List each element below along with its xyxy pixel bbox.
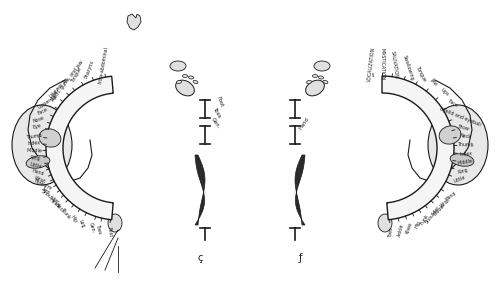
Text: Face: Face — [448, 98, 459, 109]
Text: Nose: Nose — [32, 115, 46, 124]
Text: Elbow: Elbow — [432, 202, 446, 216]
Ellipse shape — [306, 80, 324, 96]
Ellipse shape — [193, 80, 198, 84]
Ellipse shape — [26, 156, 50, 168]
Text: Foot: Foot — [106, 226, 112, 237]
Text: Middle: Middle — [456, 159, 473, 166]
Polygon shape — [46, 76, 113, 220]
Ellipse shape — [108, 214, 122, 232]
Text: Teeth, gums, and jaw: Teeth, gums, and jaw — [50, 59, 84, 103]
Text: Trunk: Trunk — [420, 213, 430, 227]
Text: Hand: Hand — [298, 116, 310, 131]
Text: Brow: Brow — [457, 124, 470, 131]
Text: Tongue: Tongue — [71, 66, 84, 83]
Text: Thumb: Thumb — [26, 133, 44, 140]
Text: VOCALIZATION: VOCALIZATION — [367, 47, 376, 82]
Text: Lips: Lips — [440, 87, 450, 97]
Polygon shape — [382, 76, 454, 220]
Text: MASTICATION: MASTICATION — [380, 48, 384, 80]
Text: Hand: Hand — [444, 191, 458, 202]
Text: SALIVATION: SALIVATION — [390, 51, 398, 79]
Ellipse shape — [182, 74, 188, 78]
Ellipse shape — [314, 61, 330, 71]
Text: Shoulder: Shoulder — [40, 189, 60, 206]
Text: Intra-abdominal: Intra-abdominal — [98, 46, 109, 84]
Text: Upper lip: Upper lip — [37, 94, 58, 110]
Text: Toes: Toes — [388, 226, 394, 237]
Text: Ring: Ring — [457, 167, 468, 175]
Text: Neck: Neck — [54, 202, 66, 215]
Text: Toes: Toes — [96, 224, 102, 235]
Ellipse shape — [306, 80, 312, 83]
Ellipse shape — [188, 76, 194, 79]
Text: ç: ç — [198, 253, 202, 263]
Text: Wrist: Wrist — [34, 175, 46, 184]
Text: Ring: Ring — [29, 155, 40, 161]
Text: Wrist: Wrist — [439, 197, 452, 209]
Ellipse shape — [176, 80, 182, 83]
Text: Hand: Hand — [31, 168, 44, 177]
Text: Knee: Knee — [405, 221, 413, 234]
Polygon shape — [199, 169, 206, 197]
Text: Face: Face — [36, 107, 48, 116]
Text: Foot: Foot — [216, 95, 224, 107]
Text: Hip: Hip — [69, 215, 78, 224]
Text: Forearm: Forearm — [32, 178, 52, 191]
Polygon shape — [295, 155, 305, 225]
Ellipse shape — [12, 105, 72, 185]
Text: Pharynx: Pharynx — [84, 59, 95, 79]
Text: Tongue: Tongue — [415, 65, 428, 83]
Polygon shape — [127, 14, 141, 30]
Text: Ankle: Ankle — [397, 223, 405, 237]
Ellipse shape — [176, 80, 195, 96]
Ellipse shape — [428, 105, 488, 185]
Text: Thumb: Thumb — [458, 142, 474, 148]
Text: Eye: Eye — [32, 123, 42, 130]
Text: Index: Index — [459, 151, 472, 157]
Text: Jaw: Jaw — [429, 77, 438, 87]
Ellipse shape — [39, 129, 61, 147]
Text: Middle: Middle — [26, 148, 42, 154]
Text: Toes: Toes — [212, 107, 222, 119]
Ellipse shape — [318, 76, 324, 79]
Text: Arm: Arm — [40, 187, 52, 196]
Text: Little: Little — [30, 162, 43, 169]
Text: ƒ: ƒ — [298, 253, 302, 263]
Text: Hip: Hip — [414, 219, 422, 229]
Ellipse shape — [312, 74, 318, 78]
Ellipse shape — [378, 214, 392, 232]
Text: Trunk: Trunk — [60, 208, 72, 221]
Ellipse shape — [439, 126, 461, 144]
Ellipse shape — [170, 61, 186, 71]
Text: Head: Head — [48, 197, 61, 209]
Text: Neck: Neck — [459, 133, 471, 140]
Text: Lips: Lips — [48, 89, 59, 99]
Text: Gen.: Gen. — [210, 116, 221, 129]
Text: Leg: Leg — [77, 219, 86, 228]
Text: Gen.: Gen. — [88, 222, 96, 234]
Text: Index: Index — [28, 141, 40, 146]
Ellipse shape — [450, 154, 474, 166]
Text: Little: Little — [453, 175, 466, 184]
Text: Lower lip: Lower lip — [52, 77, 70, 96]
Polygon shape — [294, 169, 301, 197]
Text: Eyelid and eyeball: Eyelid and eyeball — [438, 106, 481, 127]
Text: Swallowing: Swallowing — [402, 55, 414, 81]
Ellipse shape — [323, 80, 328, 84]
Polygon shape — [195, 155, 205, 225]
Text: Shoulder: Shoulder — [424, 205, 441, 225]
